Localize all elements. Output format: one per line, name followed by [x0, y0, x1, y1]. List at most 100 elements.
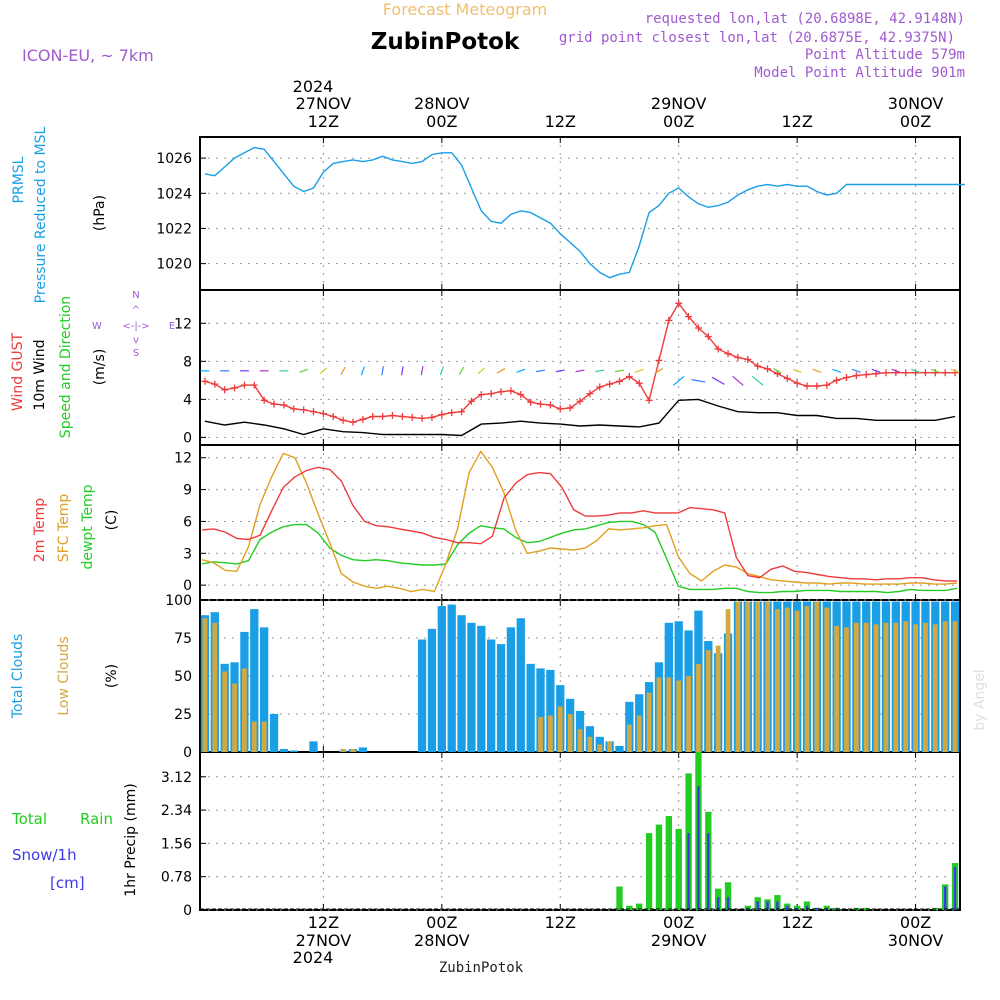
low-cloud-bar — [646, 692, 652, 752]
low-cloud-bar — [567, 714, 573, 752]
wind-direction-arrow — [477, 367, 486, 375]
y-tick-label: 9 — [183, 483, 192, 499]
total-cloud-bar — [289, 750, 298, 752]
wind-direction-arrow — [319, 367, 328, 375]
low-cloud-bar — [557, 706, 563, 752]
gust-marker — [921, 369, 929, 377]
gust-marker — [438, 411, 446, 419]
wind-direction-arrow — [340, 366, 346, 376]
precip-ylabel-rain: Rain — [80, 810, 113, 828]
wind-direction-arrow — [496, 368, 506, 374]
wind-ylabel-2: 10m Wind — [32, 339, 48, 410]
wind-direction-arrow — [911, 368, 921, 373]
pressure-ytitles: PRMSL Pressure Reduced to MSL (hPa) — [11, 126, 108, 303]
low-cloud-bar — [548, 715, 553, 752]
requested-coords: requested lon,lat (20.6898E, 42.9148N) — [645, 11, 965, 27]
total-cloud-bar — [447, 604, 456, 752]
low-cloud-bar — [261, 721, 267, 752]
total-cloud-bar — [615, 745, 624, 752]
low-cloud-bar — [903, 621, 909, 752]
gust-marker — [675, 299, 683, 307]
temp-ylabel-2: SFC Temp — [56, 494, 72, 563]
snow-bar — [786, 905, 789, 910]
low-cloud-bar — [883, 622, 889, 752]
low-cloud-bar — [577, 729, 583, 752]
closest-coords: grid point closest lon,lat (20.6875E, 42… — [559, 30, 955, 46]
gust-marker — [280, 401, 288, 409]
low-cloud-bar — [863, 622, 869, 752]
wind-direction-arrow — [595, 369, 605, 373]
total-cloud-bar — [536, 668, 545, 752]
gust-marker — [211, 380, 219, 388]
rain-bar — [636, 903, 643, 910]
total-cloud-bar — [506, 627, 516, 752]
low-cloud-bar — [952, 621, 958, 752]
snow-bar — [766, 901, 769, 910]
wind-ytitles: Wind GUST 10m Wind Speed and Direction (… — [10, 290, 175, 438]
total-cloud-bar — [260, 627, 269, 752]
snow-bar — [697, 786, 700, 910]
gust-marker — [842, 373, 850, 381]
gust-marker — [369, 412, 377, 420]
wind-direction-arrow — [812, 368, 822, 373]
top-time-label: 00Z — [900, 112, 931, 131]
total-cloud-bar — [269, 714, 279, 752]
gust-marker — [537, 400, 545, 408]
temp-unit: (C) — [104, 510, 120, 531]
low-cloud-bar — [932, 624, 938, 752]
bottom-time-label: 00Z — [900, 913, 931, 932]
gust-marker — [250, 381, 258, 389]
low-cloud-bar — [765, 601, 770, 752]
y-tick-label: 0 — [183, 903, 192, 919]
compass-w: W — [92, 321, 102, 332]
gust-marker — [862, 371, 870, 379]
compass-rose: N S W E <-|-> ^ v — [92, 290, 175, 359]
gust-marker — [467, 397, 475, 405]
gust-marker — [517, 391, 525, 399]
panel-frame — [199, 751, 961, 911]
wind-direction-arrow — [555, 369, 565, 373]
product-title: Forecast Meteogram — [383, 0, 547, 19]
pressure-ylabel-1: PRMSL — [11, 156, 27, 203]
y-tick-label: 12 — [174, 451, 192, 467]
wind-direction-arrow — [360, 366, 365, 376]
total-cloud-bar — [546, 669, 555, 752]
wind-direction-arrow — [751, 375, 764, 386]
y-tick-label: 0 — [183, 745, 192, 761]
temp-ytitles: 2m Temp SFC Temp dewpt Temp (C) — [32, 484, 120, 569]
gust-marker — [556, 405, 564, 413]
wind-direction-arrow — [672, 375, 685, 386]
low-cloud-bar — [814, 601, 820, 752]
wind-direction-arrow — [634, 368, 644, 373]
gust-marker — [813, 382, 821, 390]
wind-direction-arrow — [930, 368, 940, 373]
low-cloud-bar — [775, 609, 780, 752]
low-cloud-bar — [715, 645, 721, 752]
dewpoint-line — [201, 520, 958, 594]
snow-bar — [944, 886, 947, 910]
gust-marker — [764, 365, 772, 373]
bottom-time-label: 00Z — [663, 913, 694, 932]
rain-bar — [655, 824, 663, 910]
low-cloud-bar — [538, 717, 543, 752]
low-cloud-bar — [232, 683, 237, 752]
low-cloud-bar — [755, 601, 761, 752]
gust-marker — [941, 369, 949, 377]
low-cloud-bar — [893, 622, 899, 752]
snow-bar — [726, 897, 730, 910]
low-cloud-bar — [745, 601, 751, 752]
gust-marker — [270, 400, 278, 408]
station-title: ZubinPotok — [371, 29, 520, 55]
bottom-time-label: 00Z — [426, 913, 457, 932]
wind-speed-line — [204, 398, 956, 437]
gust-marker — [448, 409, 456, 417]
model-altitude: Model Point Altitude 901m — [754, 65, 965, 81]
snow-bar — [756, 901, 759, 910]
rain-bar — [665, 816, 672, 910]
wind-direction-arrow — [691, 379, 706, 383]
wind-direction-arrow — [792, 368, 802, 373]
gust-marker — [300, 406, 308, 414]
bottom-date-label: 27NOV — [296, 931, 352, 950]
gust-marker — [852, 372, 860, 380]
